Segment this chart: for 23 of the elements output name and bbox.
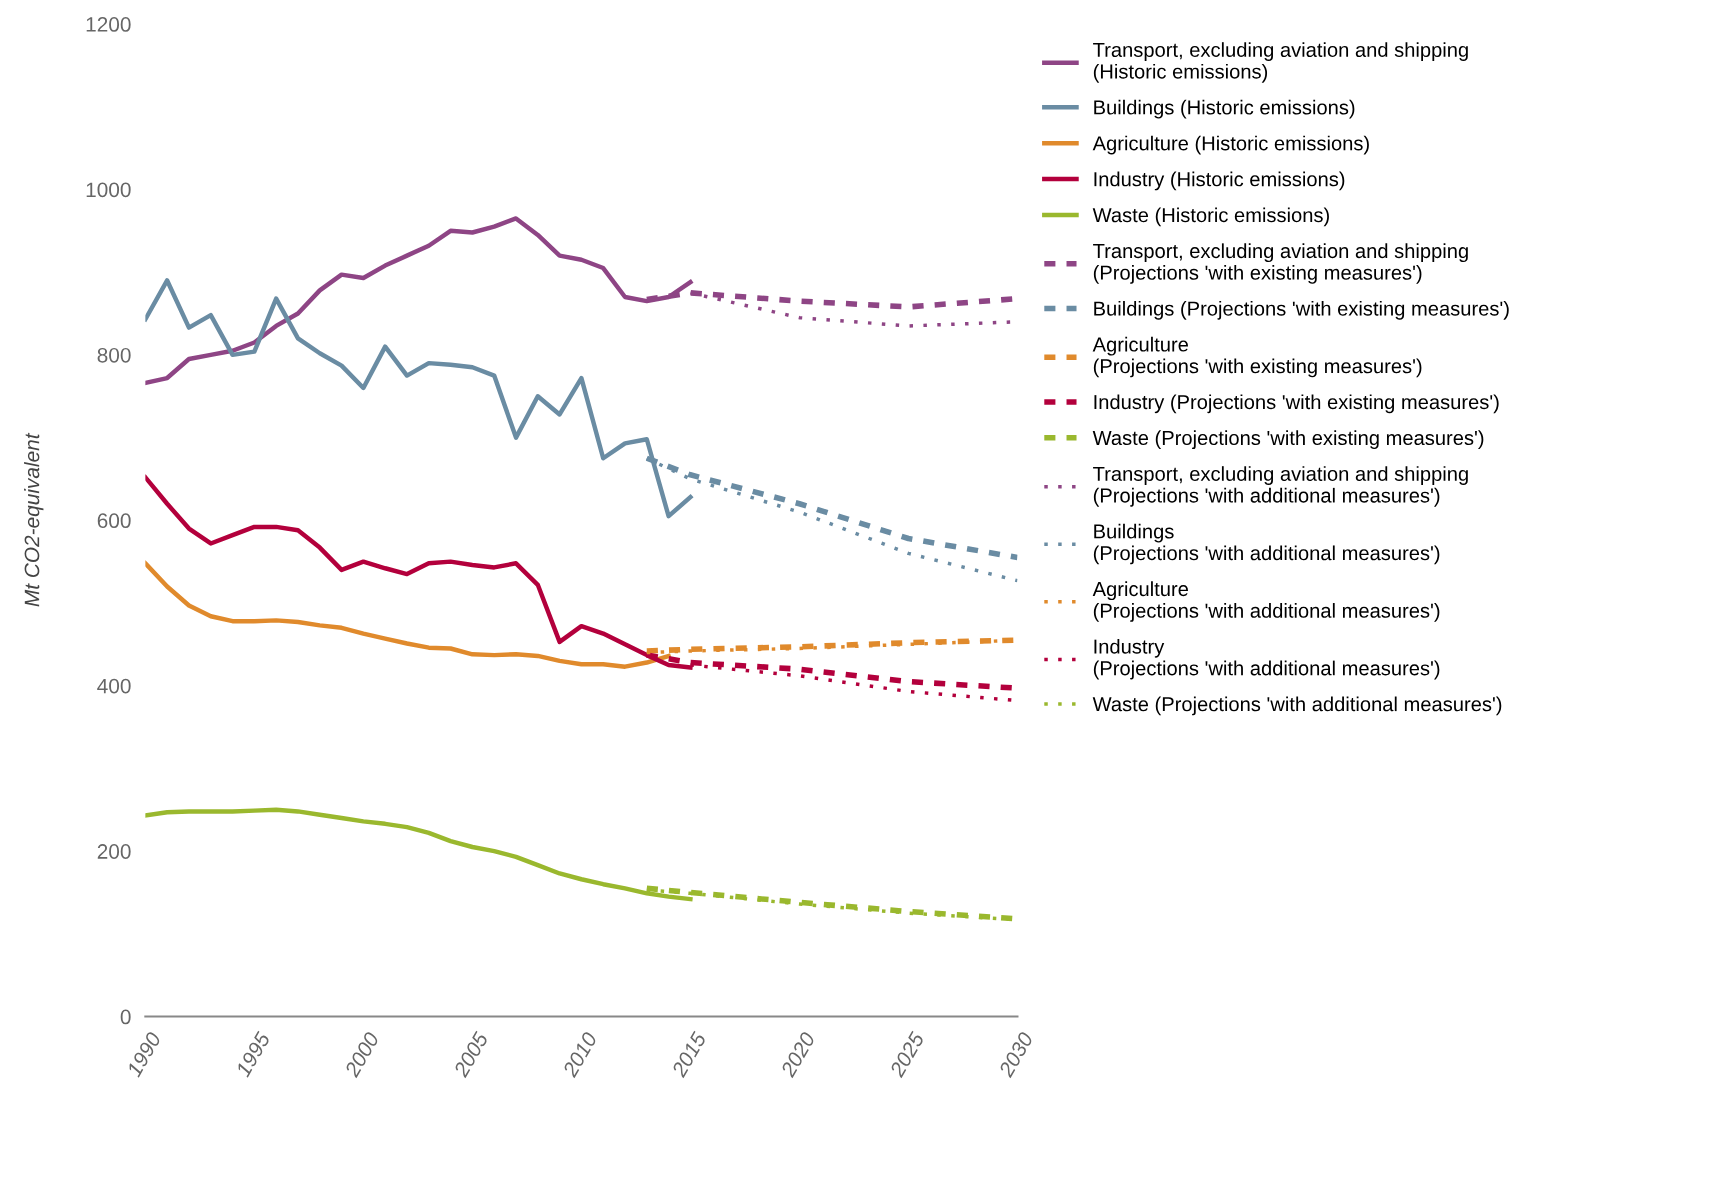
y-tick-label: 1200 <box>86 17 131 32</box>
legend-label: Industry (Historic emissions) <box>1094 171 1345 191</box>
y-tick-label: 0 <box>120 1009 131 1025</box>
legend-label: Industry (Projections 'with existing measures') <box>1094 394 1499 414</box>
y-tick-label: 1000 <box>86 182 131 198</box>
y-tick-label: 600 <box>97 513 131 529</box>
legend-label: Buildings (Projections 'with existing measures') <box>1094 300 1509 320</box>
y-tick-label: 200 <box>97 844 131 859</box>
legend-label: Waste (Projections 'with additional measures') <box>1092 696 1502 716</box>
legend-label: Industry (Projections 'with additional measures') <box>1093 638 1440 680</box>
legend-label: Buildings (Historic emissions) <box>1094 99 1355 119</box>
legend-label: Agriculture (Projections 'with additional measures') <box>1092 581 1440 622</box>
legend-label: Transport, excluding aviation and shipping (Projections 'with additional measures') <box>1093 466 1468 507</box>
legend-label: Transport, excluding aviation and shipping (Projections 'with existing measures') <box>1093 243 1468 284</box>
y-tick-label: 400 <box>97 678 131 694</box>
legend-label: Waste (Projections 'with existing measures') <box>1092 430 1484 450</box>
legend-label: Agriculture (Projections 'with existing measures') <box>1092 336 1422 378</box>
legend-label: Transport, excluding aviation and shipping (Historic emissions) <box>1093 42 1468 83</box>
legend-label: Agriculture (Historic emissions) <box>1092 135 1369 155</box>
legend-label: Waste (Historic emissions) <box>1092 207 1329 227</box>
legend-label: Buildings (Projections 'with additional measures') <box>1093 523 1440 565</box>
y-tick-label: 800 <box>97 347 131 363</box>
y-axis-title: Mt CO2-equivalent <box>24 432 44 607</box>
